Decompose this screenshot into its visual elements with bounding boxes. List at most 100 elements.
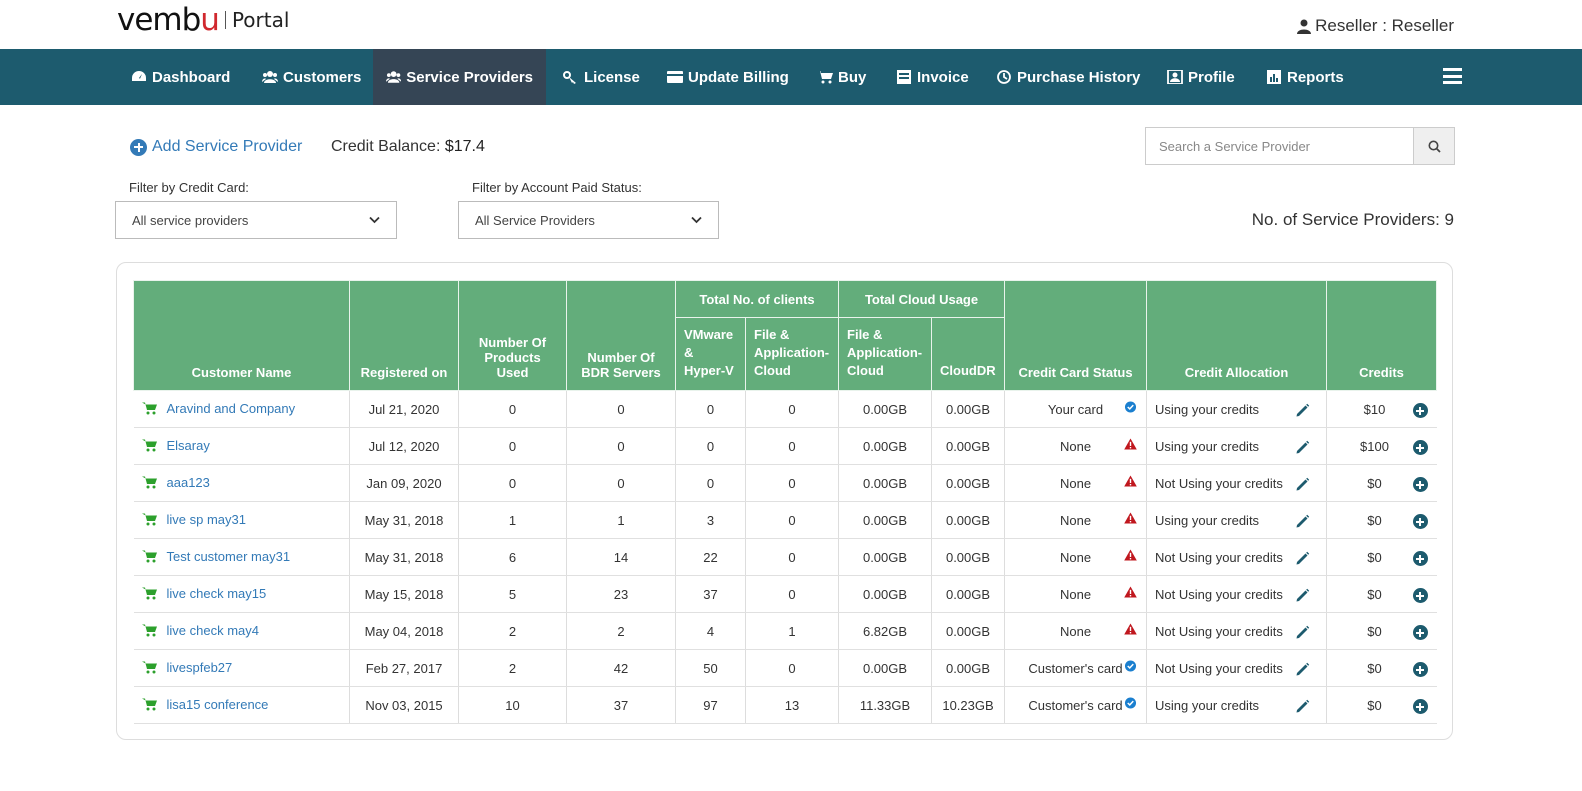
- add-credits-icon[interactable]: [1412, 551, 1428, 566]
- col-cloud-file-app[interactable]: File & Application-Cloud: [838, 317, 933, 391]
- cart-icon: [141, 624, 157, 636]
- col-bdr-servers[interactable]: Number Of BDR Servers: [566, 280, 676, 391]
- customer-link[interactable]: livespfeb27: [141, 660, 232, 675]
- users-icon: [386, 71, 402, 83]
- add-credits-icon[interactable]: [1412, 625, 1428, 640]
- add-credits-icon[interactable]: [1412, 403, 1428, 418]
- cell-credits: $0: [1326, 538, 1437, 576]
- nav-reports[interactable]: Reports: [1253, 49, 1357, 105]
- user-menu[interactable]: Reseller : Reseller: [1297, 16, 1454, 36]
- nav-service-providers[interactable]: Service Providers: [373, 49, 546, 105]
- col-customer-name[interactable]: Customer Name: [133, 280, 350, 391]
- edit-pencil-icon[interactable]: [1295, 551, 1310, 566]
- edit-pencil-icon[interactable]: [1295, 699, 1310, 714]
- cell-bdr-servers: 0: [566, 427, 676, 465]
- edit-pencil-icon[interactable]: [1295, 625, 1310, 640]
- search-input[interactable]: [1145, 127, 1413, 165]
- edit-pencil-icon[interactable]: [1295, 403, 1310, 418]
- cart-icon: [141, 587, 157, 599]
- col-products-used[interactable]: Number Of Products Used: [458, 280, 567, 391]
- menu-toggle-icon[interactable]: [1443, 68, 1462, 84]
- filter-paid-status-select[interactable]: All Service Providers: [458, 201, 719, 239]
- count-value: 9: [1444, 210, 1454, 229]
- warning-icon: [1124, 623, 1137, 635]
- cell-credit-allocation: Using your credits: [1146, 501, 1328, 539]
- credits-value: $0: [1367, 476, 1382, 491]
- add-credits-icon[interactable]: [1412, 440, 1428, 455]
- nav-invoice[interactable]: Invoice: [883, 49, 982, 105]
- add-service-provider-link[interactable]: Add Service Provider: [130, 138, 302, 156]
- cell-credit-card-status: None: [1004, 427, 1148, 465]
- col-group-total-clients: Total No. of clients: [674, 280, 840, 318]
- edit-pencil-icon[interactable]: [1295, 588, 1310, 603]
- customer-link[interactable]: live check may15: [141, 586, 266, 601]
- credit-card-status-text: None: [1059, 623, 1092, 639]
- edit-pencil-icon[interactable]: [1295, 514, 1310, 529]
- nav-label: Purchase History: [1017, 68, 1141, 86]
- nav-license[interactable]: License: [550, 49, 653, 105]
- customer-link[interactable]: Elsaray: [141, 437, 210, 453]
- table-row: Test customer may31 May 31, 2018 6 14 22 0 0.0…: [133, 538, 1437, 576]
- nav-dashboard[interactable]: Dashboard: [118, 49, 243, 105]
- cell-clouddr: 0.00GB: [931, 649, 1006, 687]
- customer-link[interactable]: aaa123: [141, 475, 210, 490]
- cell-registered-on: May 31, 2018: [349, 538, 459, 576]
- add-credits-icon[interactable]: [1412, 662, 1428, 677]
- cell-bdr-servers: 2: [566, 612, 676, 650]
- cell-credit-allocation: Not Using your credits: [1146, 464, 1328, 502]
- user-icon: [1297, 19, 1312, 34]
- customer-link[interactable]: Aravind and Company: [141, 401, 295, 416]
- add-credits-icon[interactable]: [1412, 699, 1428, 714]
- credit-card-status-text: Customer's card: [1028, 660, 1123, 676]
- chevron-down-icon: [369, 216, 380, 224]
- nav-profile[interactable]: Profile: [1154, 49, 1248, 105]
- cell-bdr-servers: 1: [566, 501, 676, 539]
- cell-products-used: 2: [458, 649, 567, 687]
- vembu-logo[interactable]: vembu Portal: [117, 2, 289, 38]
- cell-cloud-file-app: 0.00GB: [838, 501, 933, 539]
- cart-icon: [141, 402, 157, 414]
- add-credits-icon[interactable]: [1412, 477, 1428, 492]
- nav-buy[interactable]: Buy: [804, 49, 879, 105]
- cell-credit-card-status: None: [1004, 575, 1148, 613]
- nav-customers[interactable]: Customers: [249, 49, 374, 105]
- cell-registered-on: Jul 12, 2020: [349, 427, 459, 465]
- user-label: Reseller : Reseller: [1315, 16, 1454, 35]
- edit-pencil-icon[interactable]: [1295, 440, 1310, 455]
- nav-label: Update Billing: [688, 68, 789, 86]
- cell-vmware-hyperv: 0: [675, 427, 746, 465]
- col-file-app-cloud[interactable]: File & Application-Cloud: [744, 317, 840, 391]
- credit-allocation-text: Using your credits: [1155, 697, 1260, 713]
- col-group-total-cloud: Total Cloud Usage: [838, 280, 1006, 318]
- add-credits-icon[interactable]: [1412, 514, 1428, 529]
- credit-allocation-text: Not Using your credits: [1155, 475, 1283, 491]
- cell-products-used: 0: [458, 464, 567, 502]
- filter-credit-card-select[interactable]: All service providers: [115, 201, 397, 239]
- col-clouddr[interactable]: CloudDR: [931, 317, 1006, 391]
- customer-link[interactable]: live check may4: [141, 623, 259, 638]
- cell-vmware-hyperv: 3: [675, 501, 746, 539]
- customer-link[interactable]: live sp may31: [141, 512, 246, 527]
- credit-allocation-text: Using your credits: [1155, 512, 1260, 528]
- cell-registered-on: Feb 27, 2017: [349, 649, 459, 687]
- cell-credits: $0: [1326, 612, 1437, 650]
- table-row: live check may4 May 04, 2018 2 2 4 1 6.82GB 0.0…: [133, 612, 1437, 650]
- credit-allocation-text: Not Using your credits: [1155, 623, 1283, 639]
- search-button[interactable]: [1413, 127, 1455, 165]
- cell-cloud-file-app: 0.00GB: [838, 464, 933, 502]
- add-credits-icon[interactable]: [1412, 588, 1428, 603]
- col-vmware-hyperv[interactable]: VMware & Hyper-V: [675, 317, 746, 391]
- customer-name: Elsaray: [166, 437, 210, 453]
- edit-pencil-icon[interactable]: [1295, 477, 1310, 492]
- customer-link[interactable]: lisa15 conference: [141, 697, 268, 712]
- nav-purchase-history[interactable]: Purchase History: [983, 49, 1153, 105]
- nav-update-billing[interactable]: Update Billing: [654, 49, 802, 105]
- edit-pencil-icon[interactable]: [1295, 662, 1310, 677]
- cell-credits: $10: [1326, 390, 1437, 428]
- col-credits[interactable]: Credits: [1326, 280, 1438, 391]
- col-credit-card-status[interactable]: Credit Card Status: [1004, 280, 1148, 391]
- cell-customer-name: lisa15 conference: [133, 686, 350, 724]
- col-registered-on[interactable]: Registered on: [349, 280, 459, 391]
- col-credit-allocation[interactable]: Credit Allocation: [1146, 280, 1328, 391]
- customer-link[interactable]: Test customer may31: [141, 549, 290, 564]
